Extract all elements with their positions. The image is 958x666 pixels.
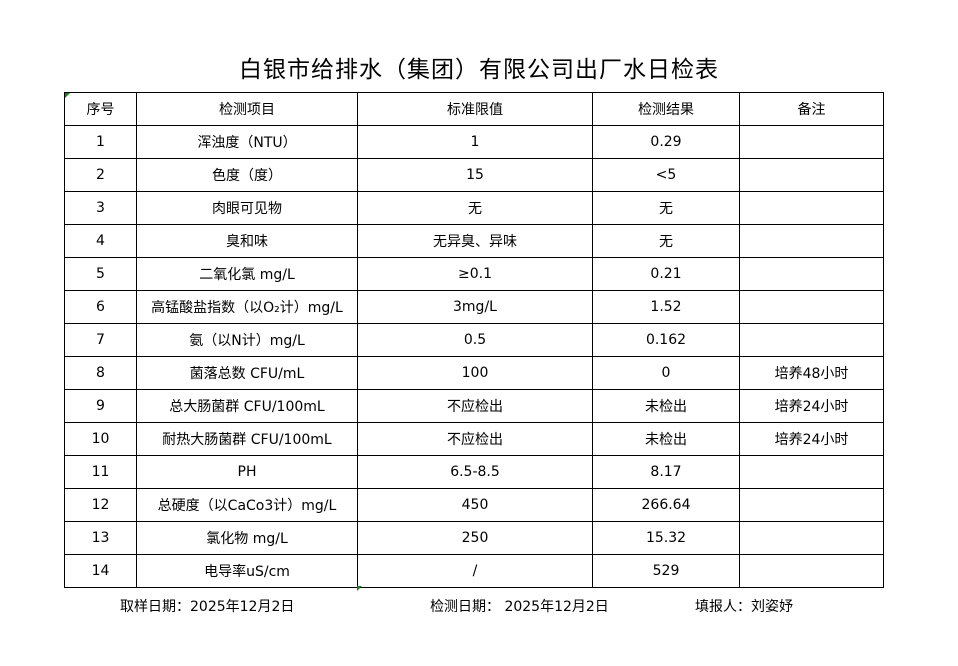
page-title: 白银市给排水（集团）有限公司出厂水日检表 [239,57,719,83]
remark: 培养24小时 [739,422,884,456]
table-row: 3 肉眼可见物无无 [64,191,884,225]
test-result: 0.29 [592,125,740,159]
header-cell: 标准限值 [357,92,593,126]
row-number: 7 [64,323,137,357]
header-cell: 备注 [739,92,884,126]
test-result: 8.17 [592,455,740,489]
test-item: 电导率uS/cm [136,554,358,588]
test-result: <5 [592,158,740,192]
row-number: 5 [64,257,137,291]
test-item: 氨（以N计）mg/L [136,323,358,357]
header-cell: 序号 [64,92,137,126]
standard-limit: 不应检出 [357,389,593,423]
test-result: 15.32 [592,521,740,555]
reporter: 填报人：刘姿妤 [695,599,793,615]
inspection-table: 序号 检测项目 标准限值 检测结果 备注 1 浑浊度（NTU） 1 0.29 2 色度（度） 15 <5… [64,92,884,588]
table-row: 6 高锰酸盐指数（以O₂计）mg/L 3mg/L 1.52 [64,290,884,324]
test-date: 检测日期： 2025年12月2日 [430,599,609,615]
test-result: 529 [592,554,740,588]
row-number: 3 [64,191,137,225]
table-row: 14 电导率uS/cm/529 [64,554,884,588]
table-row: 1 浑浊度（NTU） 1 0.29 [64,125,884,159]
row-number: 10 [64,422,137,456]
test-result: 1.52 [592,290,740,324]
table-row: 12 总硬度（以CaCo3计）mg/L 450 266.64 [64,488,884,522]
remark [739,455,884,489]
test-result: 未检出 [592,422,740,456]
table-row: 9 总大肠菌群 CFU/100mL 不应检出 未检出 培养24小时 [64,389,884,423]
standard-limit: 450 [357,488,593,522]
test-result: 266.64 [592,488,740,522]
table-row: 10 耐热大肠菌群 CFU/100mL 不应检出 未检出 培养24小时 [64,422,884,456]
row-number: 11 [64,455,137,489]
header-row: 序号 检测项目 标准限值 检测结果 备注 [64,92,884,126]
row-number: 9 [64,389,137,423]
test-item: 菌落总数 CFU/mL [136,356,358,390]
remark [739,224,884,258]
test-result: 0.162 [592,323,740,357]
test-item: 臭和味 [136,224,358,258]
row-number: 1 [64,125,137,159]
header-cell: 检测结果 [592,92,740,126]
test-item: 总大肠菌群 CFU/100mL [136,389,358,423]
test-result: 无 [592,191,740,225]
standard-limit: 6.5-8.5 [357,455,593,489]
row-number: 6 [64,290,137,324]
table-row: 4 臭和味 无异臭、异味无 [64,224,884,258]
test-item: PH [136,455,358,489]
remark [739,521,884,555]
table-row: 8 菌落总数 CFU/mL 100 0 培养48小时 [64,356,884,390]
standard-limit: 无 [357,191,593,225]
cell-marker [357,586,362,591]
standard-limit: 0.5 [357,323,593,357]
remark [739,290,884,324]
remark [739,323,884,357]
table-row: 11 PH 6.5-8.5 8.17 [64,455,884,489]
test-result: 未检出 [592,389,740,423]
test-result: 0.21 [592,257,740,291]
row-number: 8 [64,356,137,390]
test-item: 浑浊度（NTU） [136,125,358,159]
standard-limit: ≥0.1 [357,257,593,291]
test-result: 无 [592,224,740,258]
test-item: 色度（度） [136,158,358,192]
standard-limit: 250 [357,521,593,555]
table-row: 2 色度（度） 15 <5 [64,158,884,192]
remark [739,191,884,225]
remark [739,488,884,522]
row-number: 13 [64,521,137,555]
table-row: 5 二氧化氯 mg/L ≥0.1 0.21 [64,257,884,291]
test-item: 肉眼可见物 [136,191,358,225]
row-number: 14 [64,554,137,588]
remark [739,554,884,588]
sampling-date: 取样日期：2025年12月2日 [120,599,295,615]
table-row: 7 氨（以N计）mg/L 0.5 0.162 [64,323,884,357]
header-cell: 检测项目 [136,92,358,126]
remark: 培养24小时 [739,389,884,423]
test-item: 耐热大肠菌群 CFU/100mL [136,422,358,456]
remark [739,257,884,291]
standard-limit: 1 [357,125,593,159]
standard-limit: 15 [357,158,593,192]
remark [739,158,884,192]
standard-limit: 100 [357,356,593,390]
test-item: 高锰酸盐指数（以O₂计）mg/L [136,290,358,324]
standard-limit: 3mg/L [357,290,593,324]
test-item: 二氧化氯 mg/L [136,257,358,291]
test-item: 氯化物 mg/L [136,521,358,555]
test-item: 总硬度（以CaCo3计）mg/L [136,488,358,522]
standard-limit: 无异臭、异味 [357,224,593,258]
standard-limit: 不应检出 [357,422,593,456]
test-result: 0 [592,356,740,390]
remark: 培养48小时 [739,356,884,390]
remark [739,125,884,159]
row-number: 2 [64,158,137,192]
standard-limit: / [357,554,593,588]
table-row: 13 氯化物 mg/L 250 15.32 [64,521,884,555]
row-number: 4 [64,224,137,258]
row-number: 12 [64,488,137,522]
